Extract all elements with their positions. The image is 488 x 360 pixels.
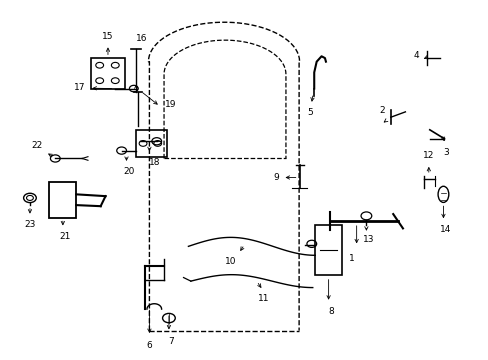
Text: 1: 1 — [348, 253, 354, 262]
Text: 10: 10 — [224, 257, 236, 266]
Text: 3: 3 — [442, 148, 448, 157]
Text: 5: 5 — [307, 108, 312, 117]
Bar — [91, 58, 125, 89]
Text: 6: 6 — [146, 341, 152, 350]
Text: 22: 22 — [31, 140, 42, 149]
Text: 2: 2 — [379, 105, 385, 114]
Text: 18: 18 — [148, 158, 160, 167]
Text: 14: 14 — [439, 225, 450, 234]
Text: 16: 16 — [136, 34, 147, 43]
Text: 11: 11 — [258, 294, 269, 303]
Text: 12: 12 — [422, 151, 434, 160]
Text: 9: 9 — [272, 173, 278, 182]
Text: 20: 20 — [123, 167, 134, 176]
Bar — [315, 225, 341, 275]
Text: 13: 13 — [363, 234, 374, 243]
Text: 17: 17 — [74, 83, 85, 92]
Text: 7: 7 — [168, 337, 174, 346]
Text: 8: 8 — [327, 307, 333, 316]
Text: 19: 19 — [164, 100, 176, 109]
Bar — [49, 182, 76, 218]
Text: 4: 4 — [412, 51, 418, 60]
Text: 15: 15 — [102, 32, 114, 41]
Text: 23: 23 — [24, 220, 36, 229]
Bar — [136, 130, 167, 157]
Text: 21: 21 — [60, 232, 71, 241]
